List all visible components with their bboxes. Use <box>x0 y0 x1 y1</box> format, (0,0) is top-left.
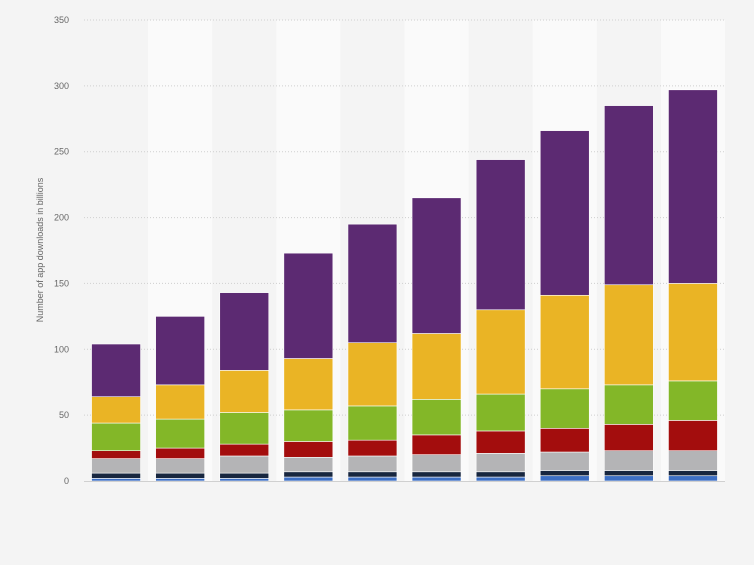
bar-segment-series-1 <box>539 475 590 482</box>
bar-segment-series-5 <box>668 380 718 421</box>
bar-segment-series-1 <box>604 475 654 482</box>
bar-segment-series-5 <box>283 409 334 442</box>
bar-segment-series-3 <box>668 450 718 471</box>
bar-segment-series-6 <box>283 358 334 411</box>
y-tick-label: 350 <box>54 15 69 25</box>
bar-segment-series-7 <box>539 130 590 296</box>
bar-segment-series-3 <box>475 453 526 473</box>
bar-segment-series-3 <box>91 458 141 474</box>
bar-segment-series-5 <box>91 422 141 452</box>
bar-segment-series-6 <box>347 342 398 407</box>
bar-segment-series-4 <box>155 447 205 459</box>
bar-segment-series-1 <box>668 475 718 482</box>
bar-segment-series-2 <box>155 472 205 479</box>
bar-segment-series-5 <box>411 399 462 436</box>
bar-segment-series-3 <box>539 451 590 471</box>
bar-segment-series-6 <box>219 370 270 413</box>
bar-segment-series-2 <box>411 471 462 478</box>
bar-segment-series-7 <box>219 292 270 371</box>
bar-segment-series-4 <box>91 450 141 459</box>
bar-segment-series-1 <box>475 476 526 482</box>
bar-segment-series-3 <box>219 455 270 474</box>
bar-series <box>91 89 718 482</box>
bar-segment-series-2 <box>475 471 526 478</box>
bar-segment-series-7 <box>91 343 141 398</box>
y-tick-label: 50 <box>59 410 69 420</box>
y-tick-label: 200 <box>54 213 69 223</box>
bar-segment-series-7 <box>411 197 462 334</box>
bar-segment-series-6 <box>539 294 590 390</box>
bar-segment-series-2 <box>604 470 654 477</box>
bar-segment-series-1 <box>91 478 141 482</box>
bar-segment-series-7 <box>475 159 526 311</box>
bar-segment-series-2 <box>668 470 718 477</box>
bar-segment-series-5 <box>475 393 526 432</box>
bar-segment-series-3 <box>347 455 398 473</box>
bar-segment-series-4 <box>219 443 270 457</box>
bar-segment-series-5 <box>604 384 654 425</box>
y-tick-label: 300 <box>54 81 69 91</box>
bar-segment-series-7 <box>604 105 654 286</box>
bar-segment-series-7 <box>668 89 718 284</box>
bar-segment-series-6 <box>411 333 462 400</box>
bar-segment-series-3 <box>155 458 205 474</box>
bar-segment-series-6 <box>604 284 654 386</box>
bar-segment-series-4 <box>411 434 462 455</box>
bar-segment-series-3 <box>283 456 334 473</box>
bar-segment-series-7 <box>347 223 398 344</box>
bar-segment-series-3 <box>604 450 654 471</box>
y-tick-label: 0 <box>64 476 69 486</box>
bar-segment-series-2 <box>219 472 270 479</box>
bar-segment-series-2 <box>347 471 398 478</box>
axes: 0 50 100 150 200 250 300 350 <box>54 15 725 486</box>
y-tick-label: 100 <box>54 344 69 354</box>
bar-segment-series-5 <box>155 418 205 449</box>
bar-segment-series-2 <box>91 472 141 479</box>
bar-segment-series-4 <box>604 424 654 452</box>
bar-segment-series-1 <box>155 478 205 482</box>
bar-segment-series-1 <box>347 476 398 482</box>
y-axis-title: Number of app downloads in billions <box>35 177 45 322</box>
bar-segment-series-4 <box>283 441 334 458</box>
y-tick-label: 250 <box>54 147 69 157</box>
bar-segment-series-6 <box>155 384 205 420</box>
bar-segment-series-2 <box>539 470 590 477</box>
bar-segment-series-4 <box>539 428 590 453</box>
bar-segment-series-2 <box>283 471 334 478</box>
bar-segment-series-1 <box>283 476 334 482</box>
bar-segment-series-7 <box>155 316 205 386</box>
bar-segment-series-4 <box>668 420 718 452</box>
bar-segment-series-4 <box>347 439 398 457</box>
bar-segment-series-6 <box>475 309 526 395</box>
bar-segment-series-4 <box>475 430 526 454</box>
bar-segment-series-6 <box>668 283 718 382</box>
bar-segment-series-1 <box>411 476 462 482</box>
bar-segment-series-5 <box>347 405 398 441</box>
bar-segment-series-1 <box>219 478 270 482</box>
bar-segment-series-3 <box>411 454 462 473</box>
bar-segment-series-5 <box>539 388 590 429</box>
bar-segment-series-6 <box>91 396 141 424</box>
y-tick-label: 150 <box>54 278 69 288</box>
bar-segment-series-5 <box>219 412 270 445</box>
bar-segment-series-7 <box>283 252 334 359</box>
